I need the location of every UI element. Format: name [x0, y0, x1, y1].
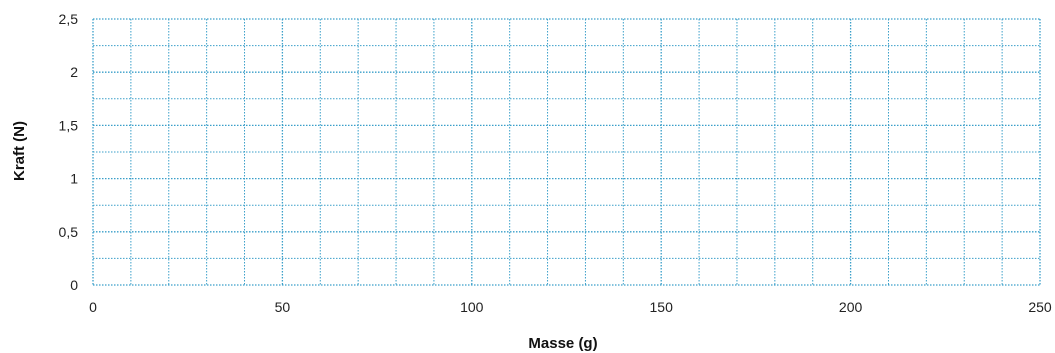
x-axis-label: Masse (g)	[528, 335, 597, 352]
y-axis-label: Kraft (N)	[11, 121, 28, 181]
x-tick-label: 50	[275, 299, 291, 315]
x-tick-label: 100	[460, 299, 484, 315]
y-tick-label: 2	[70, 64, 78, 80]
x-axis-ticks: 0 50 100 150 200 250	[89, 299, 1052, 315]
x-tick-label: 250	[1028, 299, 1052, 315]
grid	[92, 18, 1041, 286]
y-tick-label: 1,5	[59, 117, 79, 133]
y-tick-label: 1	[70, 171, 78, 187]
x-tick-label: 200	[839, 299, 863, 315]
y-tick-label: 0	[70, 277, 78, 293]
y-axis-ticks: 0 0,5 1 1,5 2 2,5	[59, 11, 79, 293]
x-tick-label: 0	[89, 299, 97, 315]
y-tick-label: 0,5	[59, 224, 79, 240]
y-tick-label: 2,5	[59, 11, 79, 27]
x-tick-label: 150	[650, 299, 674, 315]
